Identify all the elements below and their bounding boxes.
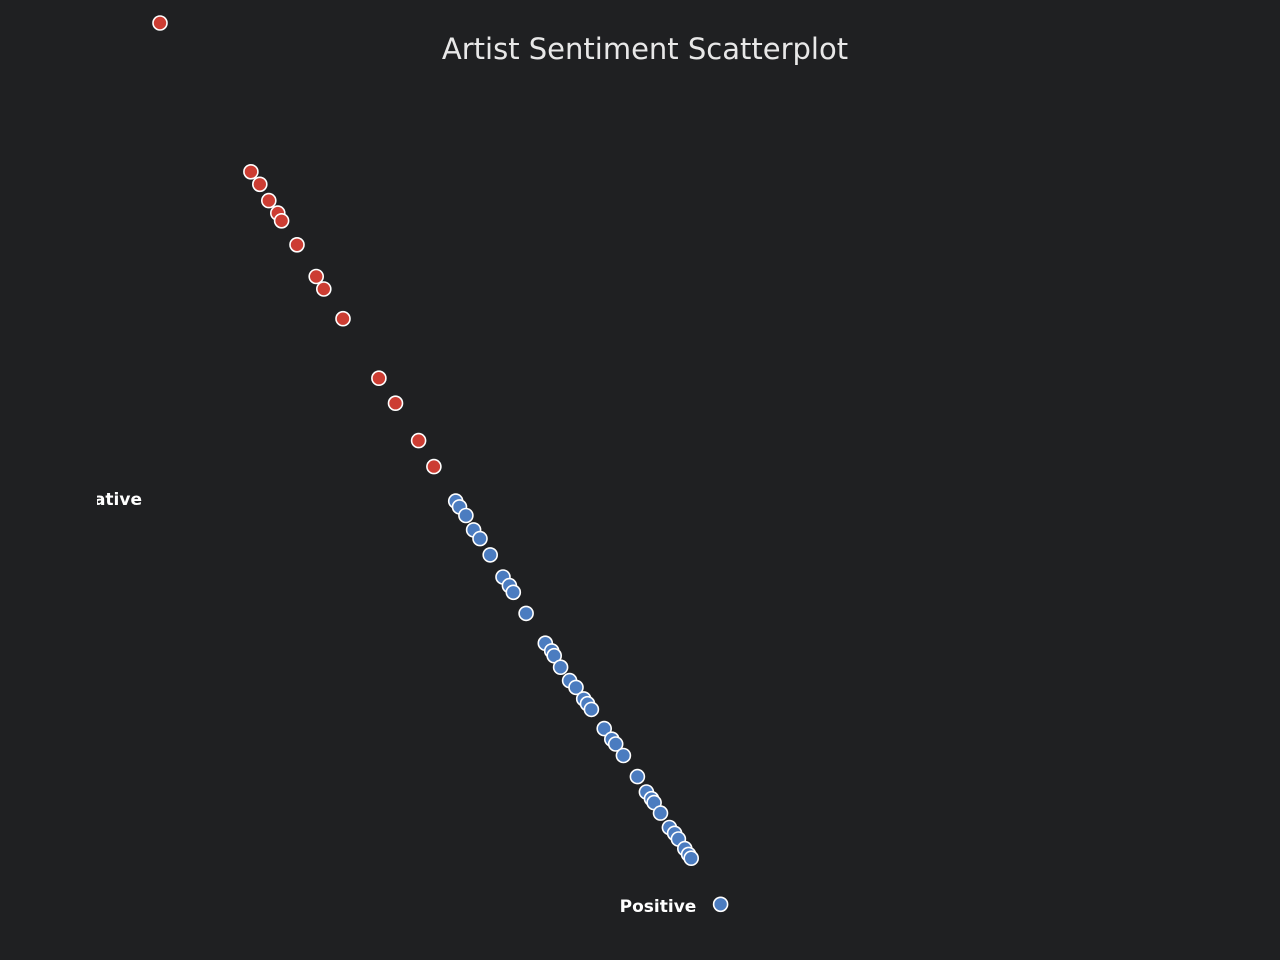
negative-point-3[interactable]	[251, 176, 268, 193]
positive-point-20[interactable]	[596, 720, 613, 737]
negative-point-7[interactable]	[289, 237, 305, 253]
negative-point-4[interactable]	[260, 192, 277, 209]
positive-point-34[interactable]	[683, 850, 700, 867]
positive-point-3[interactable]	[458, 507, 474, 524]
positive-point-22[interactable]	[607, 736, 624, 752]
positive-point-28[interactable]	[652, 805, 669, 821]
negative-point-1[interactable]	[152, 15, 168, 31]
negative-point-2[interactable]	[243, 164, 259, 180]
negative-point-8[interactable]	[308, 268, 325, 285]
negative-point-11[interactable]	[371, 370, 387, 387]
negative-point-12[interactable]	[387, 395, 404, 412]
negative-point-6[interactable]	[273, 213, 290, 229]
negative-point-14[interactable]	[426, 458, 442, 475]
negative-point-13[interactable]	[410, 432, 427, 449]
negative-point-10[interactable]	[335, 310, 351, 327]
positive-point-9[interactable]	[505, 584, 522, 601]
positive-point-16[interactable]	[568, 679, 584, 696]
positive-point-13[interactable]	[546, 647, 563, 664]
points-layer	[152, 15, 729, 913]
chart-title: Artist Sentiment Scatterplot	[442, 32, 848, 66]
positive-point-5[interactable]	[472, 530, 488, 547]
negative-point-9[interactable]	[315, 281, 332, 297]
left-edge-mask	[0, 470, 97, 520]
positive-point-19[interactable]	[583, 701, 600, 718]
positive-point-23[interactable]	[615, 747, 632, 764]
positive-point-10[interactable]	[518, 605, 534, 622]
x-axis-label: Positive	[620, 897, 697, 917]
positive-point-14[interactable]	[552, 659, 569, 676]
positive-point-35[interactable]	[712, 896, 729, 913]
positive-point-6[interactable]	[482, 547, 499, 563]
positive-point-24[interactable]	[629, 768, 646, 785]
